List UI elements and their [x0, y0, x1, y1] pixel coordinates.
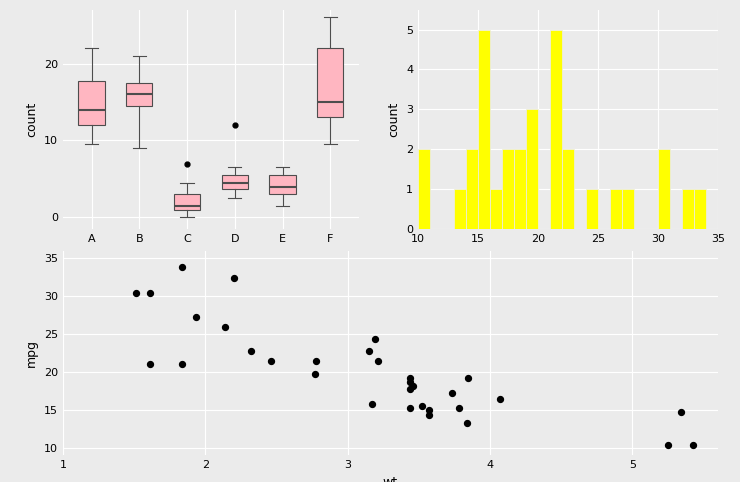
- Bar: [658, 149, 670, 229]
- Bar: [466, 149, 478, 229]
- Point: [309, 371, 321, 378]
- Point: [369, 335, 380, 343]
- PathPatch shape: [78, 81, 104, 125]
- Point: [245, 347, 257, 355]
- Point: [407, 383, 419, 390]
- Bar: [526, 109, 538, 229]
- Point: [366, 400, 377, 408]
- Point: [404, 378, 416, 386]
- Point: [266, 357, 278, 364]
- Y-axis label: count: count: [388, 102, 400, 137]
- Point: [176, 263, 188, 270]
- Point: [363, 347, 375, 355]
- PathPatch shape: [174, 194, 200, 210]
- Point: [445, 388, 457, 396]
- Point: [461, 419, 473, 427]
- Point: [404, 385, 416, 392]
- Point: [494, 396, 506, 403]
- Point: [190, 313, 202, 321]
- Point: [219, 322, 231, 330]
- Point: [372, 358, 384, 365]
- Bar: [490, 189, 502, 229]
- Bar: [586, 189, 598, 229]
- Point: [130, 289, 142, 297]
- Point: [676, 408, 687, 416]
- Point: [403, 404, 415, 412]
- Bar: [694, 189, 706, 229]
- Bar: [454, 189, 466, 229]
- PathPatch shape: [222, 175, 248, 188]
- Point: [144, 361, 156, 368]
- Bar: [622, 189, 634, 229]
- Point: [687, 441, 699, 449]
- Bar: [514, 149, 526, 229]
- X-axis label: spray: spray: [194, 249, 228, 262]
- Bar: [682, 189, 694, 229]
- Point: [404, 374, 416, 382]
- Point: [462, 374, 474, 382]
- X-axis label: wt: wt: [383, 476, 398, 482]
- Point: [423, 412, 434, 419]
- Point: [416, 402, 428, 410]
- Bar: [478, 29, 490, 229]
- Point: [423, 406, 434, 414]
- Bar: [550, 29, 562, 229]
- Point: [176, 361, 188, 368]
- X-axis label: mpg: mpg: [554, 249, 582, 262]
- Point: [310, 358, 322, 365]
- Y-axis label: mpg: mpg: [25, 339, 38, 367]
- Point: [144, 289, 156, 297]
- Point: [228, 274, 240, 282]
- Bar: [418, 149, 430, 229]
- Bar: [562, 149, 574, 229]
- Y-axis label: count: count: [25, 102, 38, 137]
- PathPatch shape: [317, 48, 343, 118]
- PathPatch shape: [269, 175, 296, 194]
- Point: [453, 404, 465, 412]
- Bar: [502, 149, 514, 229]
- Bar: [610, 189, 622, 229]
- Point: [662, 441, 674, 449]
- PathPatch shape: [126, 83, 152, 106]
